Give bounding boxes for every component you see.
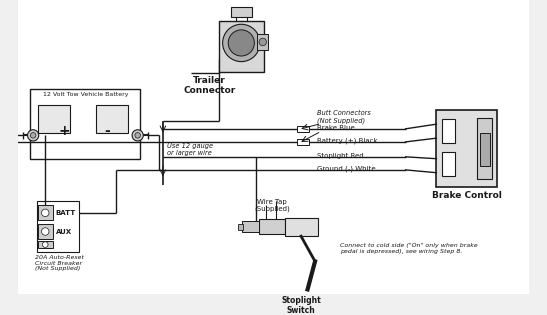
Text: +: + (58, 124, 69, 138)
Circle shape (135, 133, 141, 138)
Bar (37, 201, 79, 252)
Text: Connect to cold side ("On" only when brake
pedal is depressed), see wiring Step : Connect to cold side ("On" only when bra… (340, 243, 478, 254)
Bar (38, 224, 53, 239)
Bar (231, 8, 252, 17)
Circle shape (27, 130, 39, 141)
Bar (298, 126, 309, 132)
Bar (219, 20, 264, 72)
Bar (38, 106, 71, 134)
Bar (257, 34, 269, 50)
Text: Stoplight
Switch: Stoplight Switch (281, 296, 321, 315)
Text: 20A Auto-Reset
Circuit Breaker
(Not Supplied): 20A Auto-Reset Circuit Breaker (Not Supp… (35, 255, 84, 272)
Circle shape (223, 24, 260, 62)
Bar (38, 205, 53, 220)
Circle shape (43, 242, 48, 247)
Text: Brake Blue: Brake Blue (317, 125, 354, 131)
Text: Brake Control: Brake Control (432, 192, 502, 200)
Text: Trailer
Connector: Trailer Connector (183, 76, 236, 95)
Text: -: - (104, 124, 110, 138)
Text: Battery (+) Black: Battery (+) Black (317, 138, 377, 144)
Text: Butt Connectors
(Not Supplied): Butt Connectors (Not Supplied) (317, 110, 371, 124)
Text: Wire Tap
(Supplied): Wire Tap (Supplied) (254, 199, 290, 212)
Circle shape (259, 38, 266, 46)
Circle shape (228, 30, 254, 56)
Text: Ground (-) White: Ground (-) White (317, 166, 376, 172)
Bar (437, 110, 497, 187)
Bar (478, 117, 492, 179)
Bar (442, 152, 455, 175)
Text: BATT: BATT (56, 210, 76, 216)
Circle shape (30, 133, 36, 138)
Bar (298, 139, 309, 145)
Bar (285, 218, 318, 236)
Bar (96, 106, 129, 134)
Text: AUX: AUX (56, 228, 72, 234)
Circle shape (132, 130, 143, 141)
Bar (38, 241, 53, 248)
Bar (238, 224, 243, 230)
Bar (442, 119, 455, 143)
Bar (259, 219, 285, 234)
Text: Use 12 gauge
or larger wire: Use 12 gauge or larger wire (167, 143, 213, 156)
Circle shape (42, 209, 49, 217)
Text: 12 Volt Tow Vehicle Battery: 12 Volt Tow Vehicle Battery (43, 92, 128, 97)
Circle shape (42, 228, 49, 235)
Text: Stoplight Red: Stoplight Red (317, 153, 364, 159)
Bar (30, 89, 141, 159)
Bar (480, 134, 490, 166)
Bar (242, 221, 259, 232)
